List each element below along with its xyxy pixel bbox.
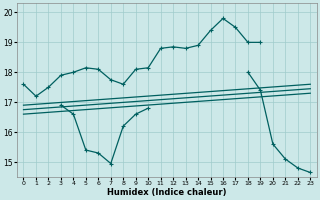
X-axis label: Humidex (Indice chaleur): Humidex (Indice chaleur) [107, 188, 227, 197]
